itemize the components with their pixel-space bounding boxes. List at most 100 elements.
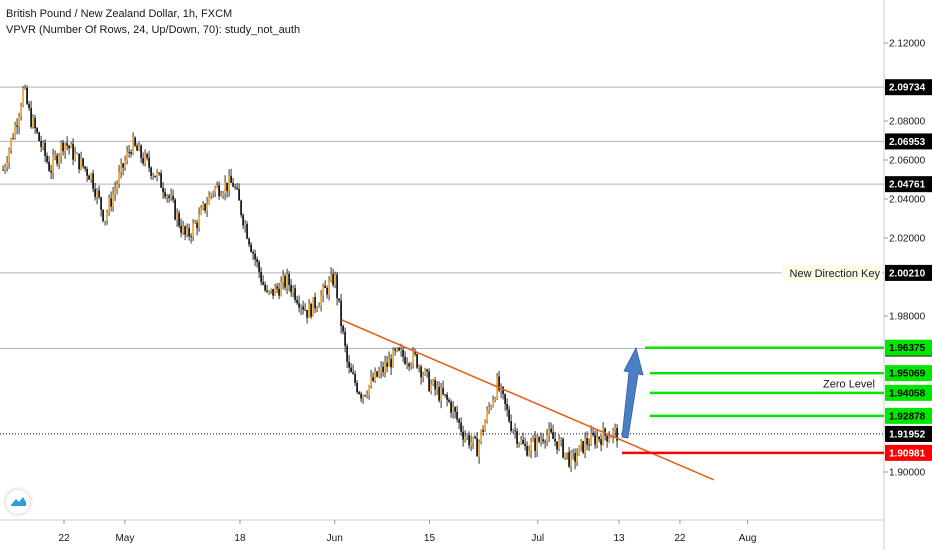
candle-body: [122, 163, 124, 168]
time-tick-label: 22: [58, 533, 70, 544]
candle-body: [32, 117, 34, 127]
candle-body: [140, 145, 142, 159]
candle-body: [594, 435, 596, 445]
candle-body: [304, 309, 306, 311]
candle-body: [318, 306, 320, 308]
current-price-tag: [885, 425, 932, 442]
candle-body: [504, 393, 506, 405]
candle-body: [434, 380, 436, 390]
candle-body: [606, 435, 608, 442]
candle-body: [58, 156, 60, 164]
candle-body: [388, 358, 390, 367]
candle-body: [126, 151, 128, 161]
candle-body: [246, 223, 248, 239]
candle-body: [212, 192, 214, 194]
candle-body: [556, 441, 558, 450]
candle-body: [134, 137, 136, 146]
candle-body: [562, 438, 564, 458]
candle-body: [92, 173, 94, 189]
candle-body: [596, 436, 598, 445]
candle-body: [278, 288, 280, 296]
target-price-tag: [885, 339, 932, 356]
candle-body: [450, 401, 452, 413]
current-price-tag-label: 1.91952: [889, 429, 926, 440]
candle-body: [446, 394, 448, 400]
candle-body: [370, 377, 372, 386]
candle-body: [282, 276, 284, 283]
candle-body: [358, 392, 360, 394]
candle-body: [320, 295, 322, 307]
candle-body: [516, 431, 518, 444]
up-arrow-icon[interactable]: [621, 346, 644, 439]
candle-body: [78, 153, 80, 170]
candle-body: [456, 411, 458, 420]
candle-body: [336, 274, 338, 299]
zero-level-label: Zero Level: [823, 378, 875, 390]
candle-body: [118, 172, 120, 185]
candle-body: [342, 326, 344, 332]
level-price-tag: [885, 176, 932, 193]
candle-body: [124, 160, 126, 168]
candle-body: [306, 309, 308, 318]
candle-body: [334, 274, 336, 286]
candle-body: [284, 276, 286, 288]
price-tick-label: 2.06000: [889, 156, 926, 167]
target-price-tag-label: 1.94058: [889, 388, 926, 399]
symbol-title[interactable]: British Pound / New Zealand Dollar, 1h, …: [6, 8, 233, 20]
candle-body: [482, 430, 484, 432]
level-price-tag-label: 2.00210: [889, 268, 926, 279]
level-price-tag: [885, 79, 932, 96]
candle-body: [402, 349, 404, 357]
candle-body: [438, 386, 440, 401]
candle-body: [94, 188, 96, 197]
candle-body: [290, 285, 292, 293]
candle-body: [324, 285, 326, 288]
candle-body: [422, 374, 424, 378]
candle-body: [478, 441, 480, 457]
target-price-tag: [885, 384, 932, 401]
candle-body: [38, 132, 40, 142]
candle-body: [404, 356, 406, 364]
candle-body: [544, 441, 546, 443]
candle-body: [82, 158, 84, 167]
target-price-tag-label: 1.96375: [889, 343, 926, 354]
candle-body: [220, 195, 222, 197]
candle-body: [164, 192, 166, 197]
candle-body: [460, 422, 462, 432]
candle-body: [414, 351, 416, 355]
candle-body: [260, 271, 262, 282]
candle-body: [226, 182, 228, 192]
level-price-tag: [885, 264, 932, 281]
candle-body: [274, 286, 276, 296]
candle-body: [42, 142, 44, 147]
study-legend[interactable]: VPVR (Number Of Rows, 24, Up/Down, 70): …: [6, 24, 301, 36]
time-tick-label: Jul: [531, 533, 544, 544]
candle-body: [508, 409, 510, 422]
level-price-tag-label: 2.06953: [889, 137, 926, 148]
candle-body: [506, 404, 508, 410]
tradingview-logo-icon[interactable]: [6, 490, 30, 514]
candle-body: [586, 438, 588, 445]
candle-body: [472, 436, 474, 443]
candle-body: [142, 158, 144, 164]
candle-body: [232, 182, 234, 187]
candle-body: [196, 222, 198, 229]
candle-body: [390, 358, 392, 368]
candle-body: [166, 195, 168, 197]
price-tick-label: 2.04000: [889, 195, 926, 206]
candle-body: [524, 443, 526, 446]
candle-body: [412, 351, 414, 365]
candle-body: [148, 157, 150, 168]
candle-body: [462, 431, 464, 440]
downtrend-line[interactable]: [341, 319, 715, 481]
candle-body: [98, 190, 100, 198]
candle-body: [464, 436, 466, 440]
candle-body: [234, 186, 236, 188]
candle-body: [356, 382, 358, 393]
candle-body: [350, 367, 352, 373]
candle-body: [266, 290, 268, 292]
price-tick-label: 1.98000: [889, 312, 926, 323]
candle-body: [24, 88, 26, 89]
candle-body: [540, 439, 542, 442]
